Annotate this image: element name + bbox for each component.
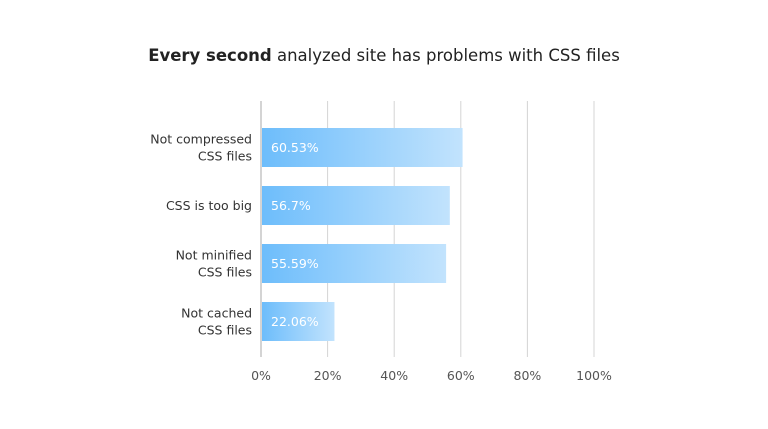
x-tick-label: 40% [380,368,408,383]
bar [262,244,447,283]
title-bold: Every second [148,46,272,65]
x-tick-label: 60% [447,368,475,383]
bar [262,186,450,225]
category-label: CSS files [198,265,252,280]
category-label: Not cached [181,306,252,321]
category-label: Not compressed [150,132,252,147]
bar [262,302,335,341]
data-label: 60.53% [271,140,319,155]
category-label: CSS files [198,149,252,164]
x-tick-label: 0% [251,368,271,383]
data-label: 56.7% [271,198,311,213]
title-rest: analyzed site has problems with CSS file… [271,46,620,65]
x-tick-label: 80% [514,368,542,383]
x-tick-label: 100% [576,368,612,383]
category-label: CSS is too big [166,198,252,213]
data-label: 55.59% [271,256,319,271]
x-tick-label: 20% [314,368,342,383]
chart-title: Every second analyzed site has problems … [0,46,768,65]
category-label: CSS files [198,323,252,338]
bar [262,128,463,167]
category-label: Not minified [176,248,252,263]
data-label: 22.06% [271,314,319,329]
